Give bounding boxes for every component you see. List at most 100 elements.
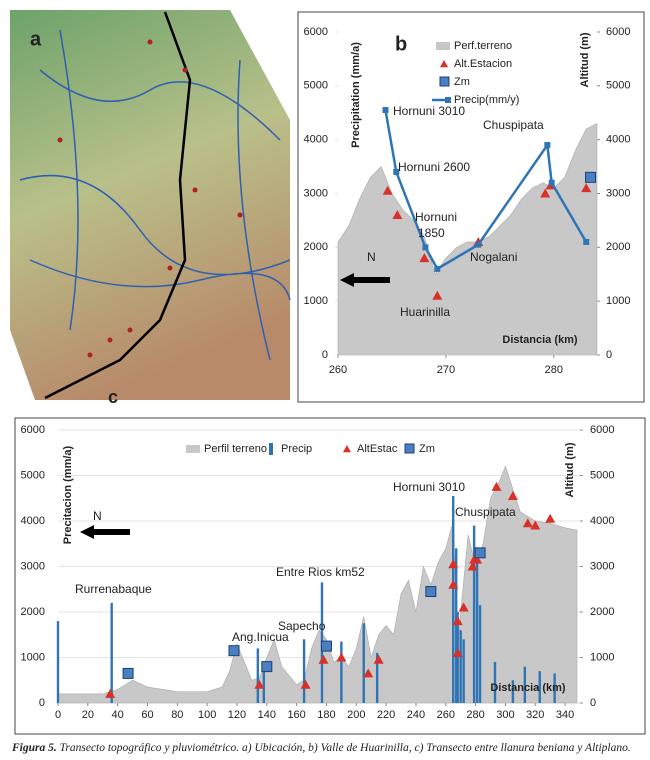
zm-marker [585,171,597,183]
station-marker [432,290,443,300]
y-tick-label: 0 [39,697,45,709]
station-marker [382,185,393,195]
station-marker [491,481,502,491]
y-tick-label: 6000 [21,424,45,436]
zm-marker [474,547,486,559]
zm-marker [425,586,437,598]
precip-point [434,265,441,272]
legend-label: Precip [281,443,312,455]
x-tick-label: 20 [82,709,94,721]
station-marker [392,210,403,220]
y-tick-label: 3000 [304,187,328,199]
x-tick-label: 320 [526,709,544,721]
annotation: Nogalani [470,250,517,264]
y-tick-label: 2000 [304,241,328,253]
station-marker [540,188,551,198]
zm-marker [122,667,134,679]
precip-bar [262,671,266,703]
y-tick-label: 3000 [21,560,45,572]
precip-point [422,244,429,251]
legend-label: Precip(mm/y) [454,94,519,106]
x-tick-label: 240 [407,709,425,721]
annotation: Hornuni 3010 [393,480,465,494]
x-tick-label: 80 [171,709,183,721]
y2-tick-label: 1000 [606,295,630,307]
precip-bar [472,525,476,703]
terrain-area [57,465,578,704]
legend-label: Alt.Estacion [454,58,512,70]
y2-tick-label: 3000 [590,560,614,572]
precip-bar [523,666,527,703]
chart: 0100020003000400050006000010002000300040… [304,26,631,376]
x-tick-label: 280 [466,709,484,721]
precip-point [382,107,389,114]
legend-swatch [440,60,448,68]
precip-line [384,109,588,271]
station-marker [336,652,347,662]
y-tick-label: 2000 [21,606,45,618]
y-tick-label: 5000 [21,469,45,481]
station-marker [448,559,459,569]
station-marker [254,679,265,689]
x-tick-label: 260 [329,364,347,376]
x-tick-label: 120 [228,709,246,721]
x-tick-label: 260 [437,709,455,721]
station-marker [522,518,533,528]
legend-swatch [445,97,451,103]
precip-bar [455,548,458,703]
y2-tick-label: 4000 [606,134,630,146]
chart: 0100020003000400050006000010002000300040… [21,424,615,721]
x-tick-label: 140 [258,709,276,721]
y-tick-label: 5000 [304,80,328,92]
precip-bar [256,648,260,703]
terrain-area [337,123,598,356]
x-tick-label: 180 [317,709,335,721]
y2-tick-label: 3000 [606,187,630,199]
annotation: Entre Rios km52 [276,565,365,579]
map-label: c [108,387,118,407]
legend-swatch [404,443,415,454]
precip-point [583,238,590,245]
station-marker [581,183,592,193]
annotation: Rurrenabaque [75,582,152,596]
precip-bar [452,495,455,703]
legend-label: AltEstac [357,443,398,455]
caption-label: Figura 5. [11,742,57,754]
x-tick-label: 60 [141,709,153,721]
annotation: Hornuni 2600 [398,160,470,174]
annotation: Ang.Inicua [232,630,289,644]
legend-label: Zm [454,76,470,88]
legend-label: Perfil terreno [204,443,267,455]
annotation: Hornuni 3010 [393,104,465,118]
y2-tick-label: 4000 [590,515,614,527]
precip-bar [340,641,343,703]
y-tick-label: 1000 [304,295,328,307]
y2-tick-label: 1000 [590,651,614,663]
y2-tick-label: 0 [606,349,612,361]
x-tick-label: 160 [287,709,305,721]
y2-axis-title: Altitud (m) [564,442,576,497]
caption: Figura 5. Transecto topográfico y pluvio… [11,742,631,754]
y-tick-label: 4000 [21,515,45,527]
y2-tick-label: 0 [590,697,596,709]
annotation: 1850 [418,226,445,240]
station-marker [530,520,541,530]
x-tick-label: 340 [556,709,574,721]
y-tick-label: 6000 [304,26,328,38]
annotation: Hornuni [415,210,457,224]
annotation: Chuspipata [455,505,516,519]
annotation: Huarinilla [400,305,450,319]
precip-bar [456,612,459,703]
legend-swatch [186,445,200,453]
y-tick-label: 1000 [21,651,45,663]
precip-bar [538,671,541,703]
precip-point [548,179,555,186]
x-tick-label: 40 [112,709,124,721]
precip-bar [110,602,113,703]
station-marker [452,647,463,657]
y-axis-title: Precitacion (mm/a) [62,445,74,544]
map: a c [10,10,291,407]
precip-bar [302,639,306,703]
station-marker [467,561,478,571]
